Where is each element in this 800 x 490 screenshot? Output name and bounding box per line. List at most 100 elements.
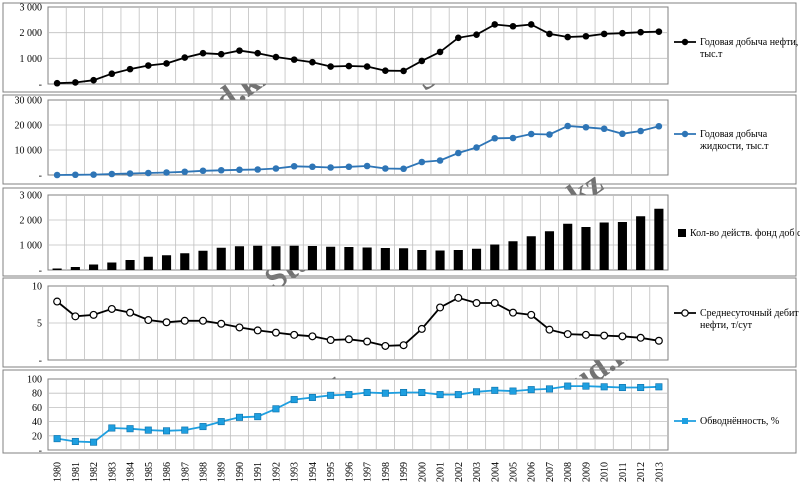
- bar: [107, 262, 117, 270]
- data-point: [90, 438, 98, 446]
- bar: [636, 216, 646, 270]
- x-tick-label: 2013: [654, 462, 665, 482]
- data-point: [126, 65, 134, 73]
- y-tick-label: 20: [32, 431, 42, 442]
- x-tick-label: 1987: [180, 462, 191, 482]
- data-point: [290, 396, 298, 404]
- data-point: [345, 163, 353, 171]
- data-point: [107, 304, 116, 313]
- legend-label: Обводнённость, %: [700, 416, 779, 427]
- data-point: [490, 299, 499, 308]
- y-tick-label: 5: [37, 319, 42, 330]
- x-tick-label: 2004: [490, 462, 501, 482]
- data-point: [53, 297, 62, 306]
- bar: [70, 267, 80, 270]
- x-tick-label: 1997: [363, 462, 374, 482]
- data-point: [363, 162, 371, 170]
- data-point: [254, 166, 262, 173]
- data-point: [600, 383, 608, 391]
- data-point: [563, 330, 572, 339]
- data-point: [436, 157, 444, 164]
- data-point: [654, 336, 663, 345]
- data-point: [436, 391, 444, 399]
- x-tick-label: 2002: [454, 462, 465, 482]
- x-tick-label: 1982: [89, 462, 100, 482]
- x-tick-label: 1983: [107, 462, 118, 482]
- data-point: [509, 22, 517, 30]
- bar: [380, 248, 390, 270]
- y-tick-label: 80: [32, 389, 42, 400]
- bar: [326, 246, 336, 270]
- x-tick-label: 2001: [436, 462, 447, 482]
- data-point: [637, 28, 644, 36]
- chart-panels: 3 000 2 000 1 000 - Годовая добыча нефти,тыс…: [2, 2, 800, 457]
- legend-marker: [682, 418, 688, 424]
- bar: [490, 244, 500, 270]
- chart-panel-1: 3 000 2 000 1 000 - Годовая добыча нефти,тыс…: [2, 2, 798, 93]
- data-point: [655, 383, 663, 391]
- legend-label: Годовая добыча нефти,: [700, 37, 798, 48]
- data-point: [144, 316, 153, 325]
- series-line: [56, 296, 660, 347]
- data-point: [309, 58, 316, 66]
- y-tick-label: 20 000: [15, 121, 43, 132]
- x-tick-label: 2010: [600, 462, 611, 482]
- y-tick-label: 10 000: [15, 146, 43, 157]
- y-tick-label: 10: [32, 282, 42, 293]
- data-point: [271, 328, 280, 337]
- data-point: [418, 158, 426, 166]
- data-point: [236, 166, 243, 174]
- data-point: [163, 60, 170, 67]
- bar: [599, 222, 609, 270]
- x-tick-label: 2006: [527, 462, 538, 482]
- data-point: [236, 47, 243, 54]
- x-tick-label: 1990: [235, 462, 246, 482]
- data-point: [363, 337, 372, 346]
- x-tick-label: 2008: [563, 462, 574, 482]
- x-tick-label: 2009: [581, 462, 592, 482]
- data-point: [582, 123, 590, 131]
- data-point: [491, 21, 499, 28]
- data-point: [582, 382, 590, 390]
- bar: [362, 247, 372, 270]
- data-point: [108, 170, 116, 178]
- panel-frame: [2, 277, 797, 368]
- x-tick-label: 1995: [326, 462, 337, 482]
- data-point: [600, 331, 609, 340]
- data-point: [381, 389, 389, 397]
- legend-label: Кол-во действ. фонд доб скв: [690, 228, 800, 239]
- legend: Кол-во действ. фонд доб скв: [678, 228, 800, 239]
- panel-frame: [2, 94, 797, 185]
- x-tick-label: 2000: [417, 462, 428, 482]
- data-point: [527, 130, 535, 138]
- data-point: [126, 425, 134, 433]
- legend-label: нефти, т/сут: [700, 320, 753, 331]
- data-point: [418, 388, 426, 396]
- y-tick-label: 60: [32, 403, 42, 414]
- x-tick-label: 1984: [126, 462, 137, 482]
- data-point: [581, 330, 590, 339]
- data-point: [436, 303, 445, 312]
- data-point: [163, 427, 171, 435]
- y-tick-label: -: [39, 80, 42, 91]
- x-tick-label: 2007: [545, 462, 556, 482]
- data-point: [217, 166, 225, 174]
- data-point: [89, 310, 98, 319]
- data-point: [418, 57, 426, 65]
- data-point: [327, 63, 334, 70]
- bar: [198, 250, 208, 270]
- data-point: [327, 391, 335, 399]
- legend-label: тыс.т: [700, 49, 723, 60]
- data-point: [473, 31, 480, 39]
- data-point: [254, 49, 262, 57]
- data-point: [436, 48, 444, 56]
- data-point: [272, 165, 280, 172]
- data-point: [53, 79, 61, 87]
- bar: [563, 223, 573, 270]
- data-point: [181, 426, 189, 434]
- x-tick-label: 2012: [636, 462, 647, 482]
- data-point: [399, 341, 408, 350]
- data-point: [600, 125, 608, 133]
- bar: [125, 260, 135, 270]
